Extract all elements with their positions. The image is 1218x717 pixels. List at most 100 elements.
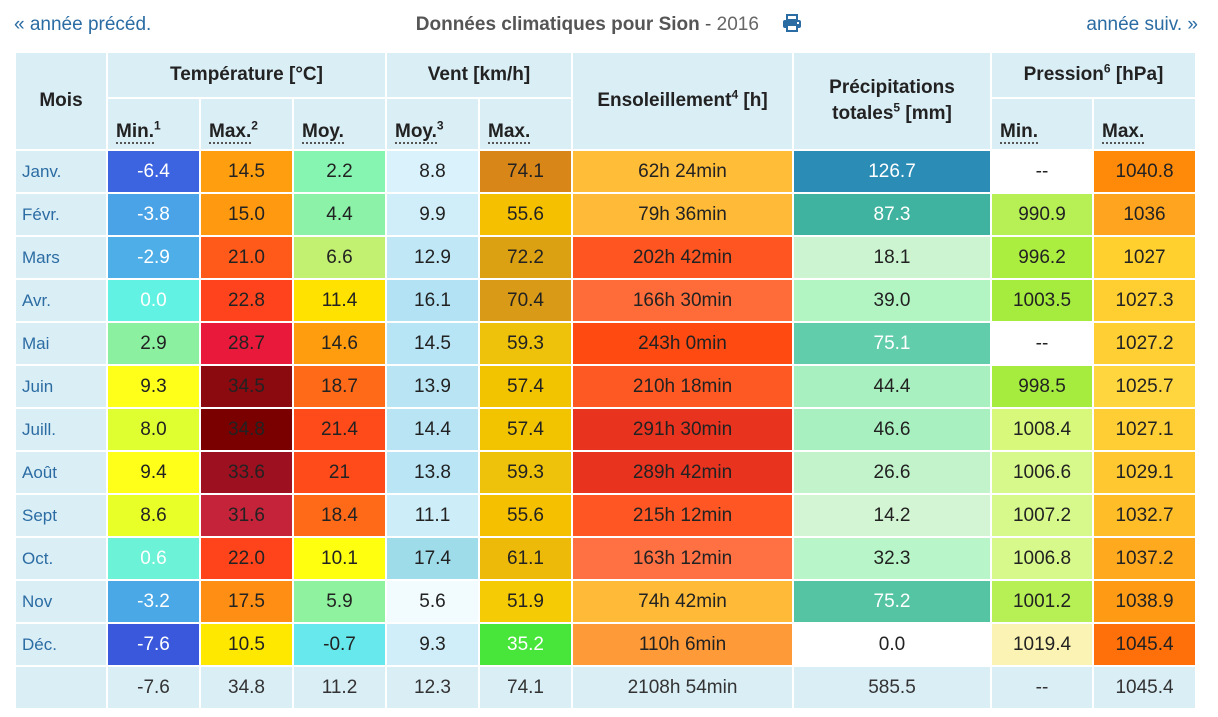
header-month: Mois [16,53,106,149]
wind-max-cell: 35.2 [480,624,571,665]
temp-avg-cell: 21.4 [294,409,385,450]
precipitation-cell: 46.6 [794,409,990,450]
temp-avg-cell: 6.6 [294,237,385,278]
wind-max-cell: 51.9 [480,581,571,622]
pressure-max-cell: 1027.3 [1094,280,1195,321]
header-wind-avg[interactable]: Moy.3 [387,99,478,149]
table-row: Avr. 0.0 22.8 11.4 16.1 70.4 166h 30min 39.0 100… [16,280,1195,321]
sunshine-cell: 166h 30min [573,280,792,321]
temp-min-cell: 8.6 [108,495,199,536]
temp-max-cell: 22.0 [201,538,292,579]
header-pressure: Pression6 [hPa] [992,53,1195,97]
next-year-link[interactable]: année suiv. » [1086,14,1198,35]
temp-max-cell: 34.8 [201,409,292,450]
pressure-min-cell: 1003.5 [992,280,1092,321]
wind-max-cell: 57.4 [480,409,571,450]
month-cell: Sept [16,495,106,536]
month-cell: Août [16,452,106,493]
wind-max-cell: 55.6 [480,495,571,536]
wind-avg-cell: 9.3 [387,624,478,665]
table-row: Mai 2.9 28.7 14.6 14.5 59.3 243h 0min 75.1 -- 102… [16,323,1195,364]
temp-max-cell: 28.7 [201,323,292,364]
temp-avg-cell: 5.9 [294,581,385,622]
table-row: Oct. 0.6 22.0 10.1 17.4 61.1 163h 12min 32.3 100… [16,538,1195,579]
temp-min-cell: 0.6 [108,538,199,579]
total-wind-avg-cell: 12.3 [387,667,478,708]
total-pressure-min-cell: -- [992,667,1092,708]
pressure-max-cell: 1027.2 [1094,323,1195,364]
temp-min-cell: -3.2 [108,581,199,622]
pressure-max-label: Max. [1102,121,1145,144]
pressure-min-cell: 990.9 [992,194,1092,235]
temp-min-cell: 2.9 [108,323,199,364]
wind-avg-cell: 16.1 [387,280,478,321]
temp-min-cell: 9.4 [108,452,199,493]
title-separator: - [699,14,717,35]
pressure-max-cell: 1037.2 [1094,538,1195,579]
month-cell: Nov [16,581,106,622]
total-precipitation-cell: 585.5 [794,667,990,708]
total-sunshine-cell: 2108h 54min [573,667,792,708]
temp-min-cell: -6.4 [108,151,199,192]
month-cell: Mars [16,237,106,278]
header-temp-max[interactable]: Max.2 [201,99,292,149]
pressure-min-cell: 996.2 [992,237,1092,278]
pressure-min-cell: -- [992,151,1092,192]
previous-year-link[interactable]: « année précéd. [14,14,152,35]
temp-max-cell: 22.8 [201,280,292,321]
sunshine-cell: 62h 24min [573,151,792,192]
wind-avg-cell: 14.4 [387,409,478,450]
pressure-min-label: Min. [1000,121,1038,144]
wind-avg-cell: 9.9 [387,194,478,235]
temp-avg-cell: 2.2 [294,151,385,192]
sunshine-unit: [h] [738,90,768,111]
pressure-max-cell: 1027.1 [1094,409,1195,450]
wind-max-cell: 57.4 [480,366,571,407]
precipitation-cell: 75.1 [794,323,990,364]
temp-avg-cell: 18.4 [294,495,385,536]
pressure-min-cell: 1006.6 [992,452,1092,493]
table-row: Mars -2.9 21.0 6.6 12.9 72.2 202h 42min 18.1 996… [16,237,1195,278]
temp-avg-cell: 10.1 [294,538,385,579]
page-title: Données climatiques pour Sion - 2016 [0,14,1218,38]
temp-avg-cell: 18.7 [294,366,385,407]
wind-max-cell: 59.3 [480,323,571,364]
wind-avg-cell: 13.9 [387,366,478,407]
temp-min-cell: 8.0 [108,409,199,450]
sunshine-cell: 110h 6min [573,624,792,665]
printer-icon[interactable] [782,14,802,38]
wind-max-cell: 74.1 [480,151,571,192]
header-temp-min[interactable]: Min.1 [108,99,199,149]
temp-max-cell: 34.5 [201,366,292,407]
wind-max-cell: 55.6 [480,194,571,235]
temp-max-label: Max. [209,121,252,144]
precipitation-cell: 26.6 [794,452,990,493]
sunshine-label: Ensoleillement [597,90,732,111]
table-header: Mois Température [°C] Vent [km/h] Ensole… [16,53,1195,149]
header-pressure-max[interactable]: Max. [1094,99,1195,149]
table-row: Déc. -7.6 10.5 -0.7 9.3 35.2 110h 6min 0.0 1019.… [16,624,1195,665]
pressure-min-cell: 998.5 [992,366,1092,407]
sunshine-cell: 163h 12min [573,538,792,579]
wind-avg-cell: 11.1 [387,495,478,536]
table-row: Sept 8.6 31.6 18.4 11.1 55.6 215h 12min 14.2 100… [16,495,1195,536]
pressure-max-cell: 1040.8 [1094,151,1195,192]
header-wind-max[interactable]: Max. [480,99,571,149]
pressure-min-cell: 1008.4 [992,409,1092,450]
top-navigation-bar: « année précéd. Données climatiques pour… [0,0,1218,50]
temp-min-label: Min. [116,121,154,144]
header-temperature: Température [°C] [108,53,385,97]
total-wind-max-cell: 74.1 [480,667,571,708]
pressure-max-cell: 1027 [1094,237,1195,278]
precipitation-cell: 126.7 [794,151,990,192]
pressure-max-cell: 1038.9 [1094,581,1195,622]
header-temp-avg[interactable]: Moy. [294,99,385,149]
temp-avg-cell: -0.7 [294,624,385,665]
month-cell: Avr. [16,280,106,321]
pressure-min-cell: -- [992,323,1092,364]
wind-max-cell: 59.3 [480,452,571,493]
wind-avg-label: Moy. [395,121,437,144]
header-pressure-min[interactable]: Min. [992,99,1092,149]
month-cell: Mai [16,323,106,364]
sunshine-cell: 202h 42min [573,237,792,278]
